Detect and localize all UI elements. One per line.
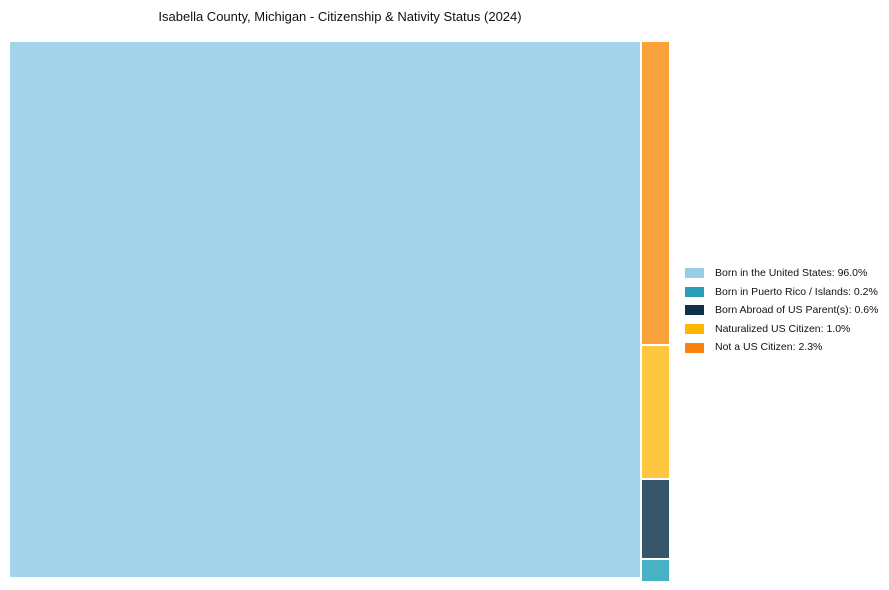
legend: Born in the United States: 96.0% Born in… — [685, 264, 878, 357]
legend-swatch-not-a-us-citizen — [685, 342, 704, 353]
legend-label: Naturalized US Citizen: 1.0% — [715, 322, 851, 335]
legend-label: Born in the United States: 96.0% — [715, 267, 868, 280]
legend-swatch-born-in-united-states — [685, 268, 704, 279]
treemap-tile-born-in-united-states[interactable] — [10, 42, 640, 577]
legend-label: Not a US Citizen: 2.3% — [715, 341, 823, 354]
legend-label: Born Abroad of US Parent(s): 0.6% — [715, 304, 879, 317]
treemap-tile-born-abroad-of-us-parents[interactable] — [642, 480, 669, 558]
legend-swatch-born-in-puerto-rico-islands — [685, 286, 704, 297]
treemap-tile-naturalized-us-citizen[interactable] — [642, 346, 669, 478]
legend-item-born-in-united-states[interactable]: Born in the United States: 96.0% — [685, 264, 878, 283]
treemap-tile-not-a-us-citizen[interactable] — [642, 42, 669, 344]
legend-swatch-born-abroad-of-us-parents — [685, 305, 704, 316]
legend-label: Born in Puerto Rico / Islands: 0.2% — [715, 285, 878, 298]
legend-swatch-naturalized-us-citizen — [685, 324, 704, 335]
legend-item-born-abroad-of-us-parents[interactable]: Born Abroad of US Parent(s): 0.6% — [685, 301, 878, 320]
treemap-tile-born-in-puerto-rico-islands[interactable] — [642, 560, 669, 581]
chart-title: Isabella County, Michigan - Citizenship … — [158, 9, 522, 24]
legend-item-born-in-puerto-rico-islands[interactable]: Born in Puerto Rico / Islands: 0.2% — [685, 283, 878, 302]
legend-item-naturalized-us-citizen[interactable]: Naturalized US Citizen: 1.0% — [685, 320, 878, 339]
legend-item-not-a-us-citizen[interactable]: Not a US Citizen: 2.3% — [685, 338, 878, 357]
